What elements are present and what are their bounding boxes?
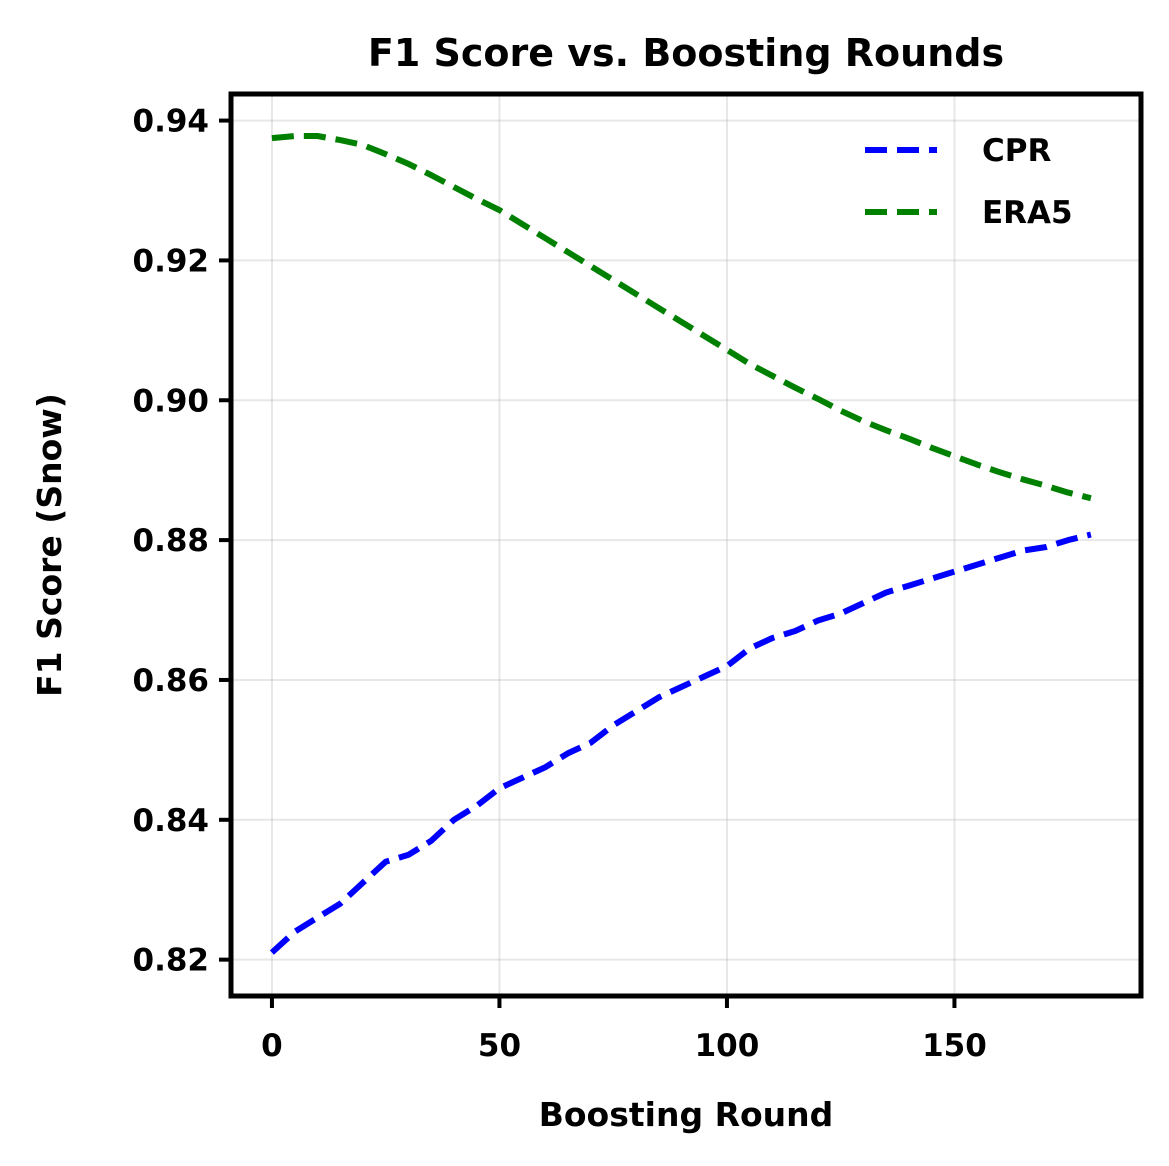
series-line-cpr <box>269 531 1092 955</box>
series-line-era5 <box>271 133 1092 502</box>
x-tick-label: 150 <box>922 1028 987 1064</box>
chart-title: F1 Score vs. Boosting Rounds <box>368 31 1004 75</box>
plot-frame <box>228 91 1144 999</box>
legend-label-era5: ERA5 <box>982 195 1073 231</box>
y-tick-label: 0.88 <box>133 523 210 559</box>
grid <box>231 94 1141 996</box>
y-axis-label: F1 Score (Snow) <box>30 393 69 697</box>
x-axis-label: Boosting Round <box>539 1095 834 1134</box>
y-tick-label: 0.92 <box>133 243 210 279</box>
legend: CPR ERA5 <box>865 133 1073 231</box>
y-tick-label: 0.90 <box>133 383 210 419</box>
y-tick-label: 0.94 <box>133 104 210 140</box>
x-tick-label: 0 <box>261 1028 283 1064</box>
x-tick-label: 50 <box>478 1028 521 1064</box>
legend-label-cpr: CPR <box>982 133 1051 169</box>
y-tick-label: 0.86 <box>133 663 210 699</box>
axis-ticks: 0 50 100 150 0.82 0.84 0.86 0.88 0.90 0.92 0.94 <box>133 104 987 1064</box>
y-tick-label: 0.82 <box>133 943 210 979</box>
x-tick-label: 100 <box>695 1028 760 1064</box>
series-lines <box>269 133 1092 955</box>
y-tick-label: 0.84 <box>133 803 210 839</box>
